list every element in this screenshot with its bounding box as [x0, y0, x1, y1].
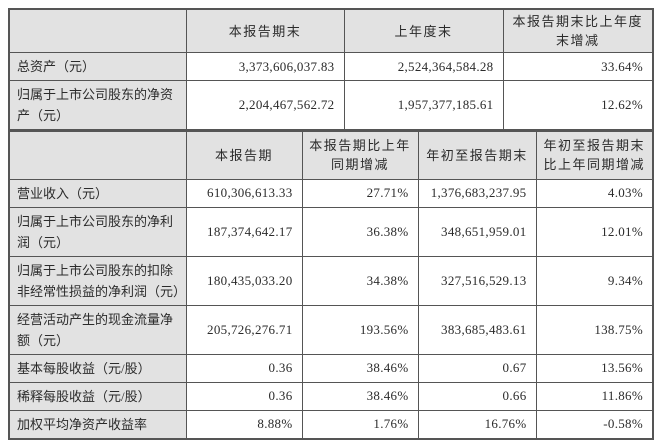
cell-value: 205,726,276.71 [185, 304, 303, 355]
row-label: 归属于上市公司股东的净资产（元） [8, 80, 187, 131]
table-row-net-profit: 归属于上市公司股东的净利润（元） 187,374,642.17 36.38% 3… [8, 206, 654, 257]
row-label: 加权平均净资产收益率 [8, 409, 187, 439]
cell-value: 1.76% [301, 409, 419, 439]
cell-value: 16.76% [417, 409, 537, 439]
cell-value: 1,957,377,185.61 [343, 80, 504, 131]
column-header-ytd: 年初至报告期末 [417, 130, 537, 180]
table-row-total-assets: 总资产（元） 3,373,606,037.83 2,524,364,584.28… [8, 52, 654, 81]
cell-value: 610,306,613.33 [185, 178, 303, 208]
cell-value: 9.34% [535, 255, 654, 306]
cell-value: 33.64% [502, 52, 654, 81]
cell-value: 0.36 [185, 381, 303, 411]
cell-value: 4.03% [535, 178, 654, 208]
cell-value: 8.88% [185, 409, 303, 439]
cell-value: 327,516,529.13 [417, 255, 537, 306]
row-label: 基本每股收益（元/股） [8, 353, 187, 383]
row-label: 归属于上市公司股东的净利润（元） [8, 206, 187, 257]
cell-value: 11.86% [535, 381, 654, 411]
column-header-ytd-change: 年初至报告期末比上年同期增减 [535, 130, 654, 180]
row-label: 经营活动产生的现金流量净额（元） [8, 304, 187, 355]
period-end-summary-table: 本报告期末 上年度末 本报告期末比上年度末增减 总资产（元） 3,373,606… [8, 8, 654, 131]
table-row-net-assets: 归属于上市公司股东的净资产（元） 2,204,467,562.72 1,957,… [8, 80, 654, 131]
cell-value: 348,651,959.01 [417, 206, 537, 257]
cell-value: -0.58% [535, 409, 654, 439]
cell-value: 0.67 [417, 353, 537, 383]
cell-value: 38.46% [301, 381, 419, 411]
table-row-revenue: 营业收入（元） 610,306,613.33 27.71% 1,376,683,… [8, 178, 654, 208]
table-header-row: 本报告期 本报告期比上年同期增减 年初至报告期末 年初至报告期末比上年同期增减 [8, 130, 654, 180]
cell-value: 193.56% [301, 304, 419, 355]
cell-value: 13.56% [535, 353, 654, 383]
cell-value: 0.66 [417, 381, 537, 411]
corner-cell [8, 8, 187, 53]
cell-value: 187,374,642.17 [185, 206, 303, 257]
column-header-change-vs-prior-period: 本报告期比上年同期增减 [301, 130, 419, 180]
cell-value: 27.71% [301, 178, 419, 208]
table-row-weighted-avg-roe: 加权平均净资产收益率 8.88% 1.76% 16.76% -0.58% [8, 409, 654, 439]
period-performance-table: 本报告期 本报告期比上年同期增减 年初至报告期末 年初至报告期末比上年同期增减 … [8, 130, 654, 440]
corner-cell [8, 130, 187, 180]
cell-value: 1,376,683,237.95 [417, 178, 537, 208]
table-row-basic-eps: 基本每股收益（元/股） 0.36 38.46% 0.67 13.56% [8, 353, 654, 383]
cell-value: 138.75% [535, 304, 654, 355]
column-header-change-vs-prior-year-end: 本报告期末比上年度末增减 [502, 8, 654, 53]
table-header-row: 本报告期末 上年度末 本报告期末比上年度末增减 [8, 8, 654, 53]
cell-value: 180,435,033.20 [185, 255, 303, 306]
cell-value: 383,685,483.61 [417, 304, 537, 355]
row-label: 总资产（元） [8, 52, 187, 81]
cell-value: 0.36 [185, 353, 303, 383]
table-row-net-profit-excl-nonrecurring: 归属于上市公司股东的扣除非经常性损益的净利润（元） 180,435,033.20… [8, 255, 654, 306]
row-label: 归属于上市公司股东的扣除非经常性损益的净利润（元） [8, 255, 187, 306]
cell-value: 2,204,467,562.72 [185, 80, 345, 131]
column-header-current-period: 本报告期 [185, 130, 303, 180]
table-row-operating-cash-flow: 经营活动产生的现金流量净额（元） 205,726,276.71 193.56% … [8, 304, 654, 355]
cell-value: 3,373,606,037.83 [185, 52, 345, 81]
cell-value: 12.62% [502, 80, 654, 131]
cell-value: 38.46% [301, 353, 419, 383]
table-row-diluted-eps: 稀释每股收益（元/股） 0.36 38.46% 0.66 11.86% [8, 381, 654, 411]
cell-value: 36.38% [301, 206, 419, 257]
column-header-current-period-end: 本报告期末 [185, 8, 345, 53]
cell-value: 12.01% [535, 206, 654, 257]
row-label: 营业收入（元） [8, 178, 187, 208]
row-label: 稀释每股收益（元/股） [8, 381, 187, 411]
cell-value: 2,524,364,584.28 [343, 52, 504, 81]
column-header-prior-year-end: 上年度末 [343, 8, 504, 53]
cell-value: 34.38% [301, 255, 419, 306]
